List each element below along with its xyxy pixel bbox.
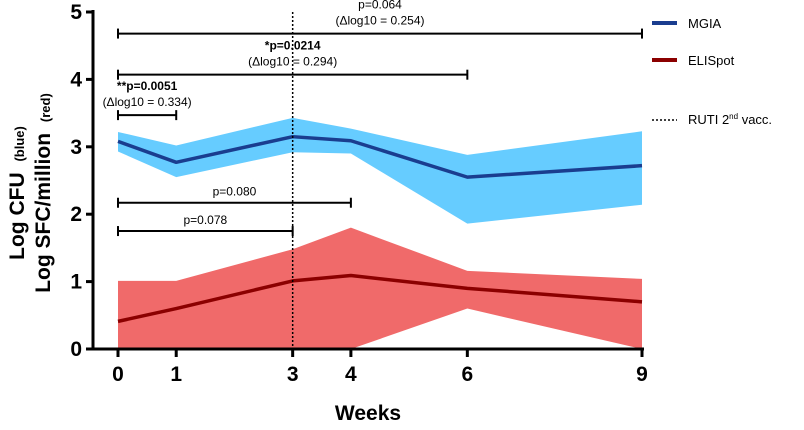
- series-line-elispot: [117, 273, 643, 324]
- y-axis-title-2: Log SFC/million (red): [32, 93, 55, 293]
- series-line-mgia: [117, 134, 643, 179]
- x-tick-label: 9: [636, 363, 648, 386]
- x-tick-label: 4: [345, 363, 357, 386]
- y-axis-title: Log CFU (blue): [6, 126, 29, 260]
- x-tick-label: 6: [461, 363, 473, 386]
- significance-bracket: p=0.064 (Δlog10 = 0.254): [117, 0, 643, 39]
- band-elispot: [118, 227, 642, 349]
- x-tick-label: 1: [170, 363, 182, 386]
- bracket-pvalue: p=0.064: [358, 0, 402, 12]
- bracket-delta: (Δlog10 = 0.294): [248, 55, 337, 69]
- y-axis-title-line1-sub: (blue): [12, 126, 27, 161]
- x-ticks: 0 1 3 4 6 9: [112, 349, 648, 386]
- legend: MGIA ELISpot RUTI 2nd vacc.: [652, 16, 772, 127]
- significance-bracket: *p=0.0214 (Δlog10 = 0.294): [117, 39, 469, 80]
- brackets-layer: p=0.064 (Δlog10 = 0.254) *p=0.0214 (Δlog10 …: [103, 0, 643, 237]
- y-ticks: 0 1 2 3 4 5: [70, 1, 93, 361]
- y-axis-title-line2: Log SFC/million: [32, 133, 55, 293]
- svg-text:Log CFU (blue): Log CFU (blue): [6, 126, 29, 260]
- bracket-delta: (Δlog10 = 0.254): [335, 14, 424, 28]
- bracket-pvalue: p=0.080: [213, 185, 257, 199]
- y-tick-label: 4: [70, 68, 82, 91]
- x-axis-title: Weeks: [335, 402, 401, 425]
- significance-bracket: p=0.080: [117, 185, 352, 208]
- y-axis-title-line2-sub: (red): [38, 93, 53, 122]
- significance-bracket: p=0.078: [117, 213, 294, 237]
- y-tick-label: 0: [70, 338, 82, 361]
- band-mgia: [118, 117, 642, 224]
- bracket-pvalue: p=0.078: [183, 213, 227, 227]
- legend-label-elispot: ELISpot: [688, 53, 735, 68]
- y-tick-label: 5: [70, 1, 82, 24]
- x-tick-label: 0: [112, 363, 124, 386]
- y-axis-title-line1: Log CFU: [6, 172, 29, 259]
- bracket-delta: (Δlog10 = 0.334): [103, 95, 192, 109]
- legend-label-ruti: RUTI 2nd vacc.: [688, 112, 772, 127]
- svg-text:Log SFC/million (red): Log SFC/million (red): [32, 93, 55, 293]
- x-tick-label: 3: [287, 363, 299, 386]
- lines-layer: [117, 134, 643, 324]
- y-tick-label: 2: [70, 203, 82, 226]
- legend-label-mgia: MGIA: [688, 16, 722, 31]
- bracket-pvalue: **p=0.0051: [117, 79, 178, 93]
- y-tick-label: 1: [70, 271, 82, 294]
- y-tick-label: 3: [70, 136, 82, 159]
- bracket-pvalue: *p=0.0214: [265, 39, 321, 53]
- significance-bracket: **p=0.0051 (Δlog10 = 0.334): [103, 79, 192, 121]
- axes: 0 1 2 3 4 5 0 1 3 4 6 9: [70, 1, 648, 386]
- bands-layer: [118, 117, 642, 349]
